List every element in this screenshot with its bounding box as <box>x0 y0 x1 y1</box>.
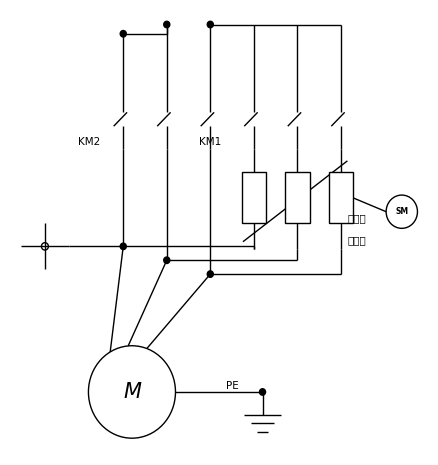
Text: SM: SM <box>395 207 408 216</box>
Text: PE: PE <box>226 381 238 391</box>
Bar <box>328 173 353 223</box>
Text: KM2: KM2 <box>78 137 100 147</box>
Circle shape <box>164 21 170 28</box>
Circle shape <box>120 31 126 37</box>
Circle shape <box>259 389 265 395</box>
Bar <box>242 173 266 223</box>
Text: KM1: KM1 <box>199 137 222 147</box>
Text: M: M <box>123 382 141 402</box>
Bar <box>285 173 310 223</box>
Text: 体电阻: 体电阻 <box>347 235 366 245</box>
Text: 可调液: 可调液 <box>347 213 366 223</box>
Circle shape <box>120 243 126 250</box>
Circle shape <box>207 21 213 28</box>
Circle shape <box>164 257 170 264</box>
Circle shape <box>207 271 213 277</box>
